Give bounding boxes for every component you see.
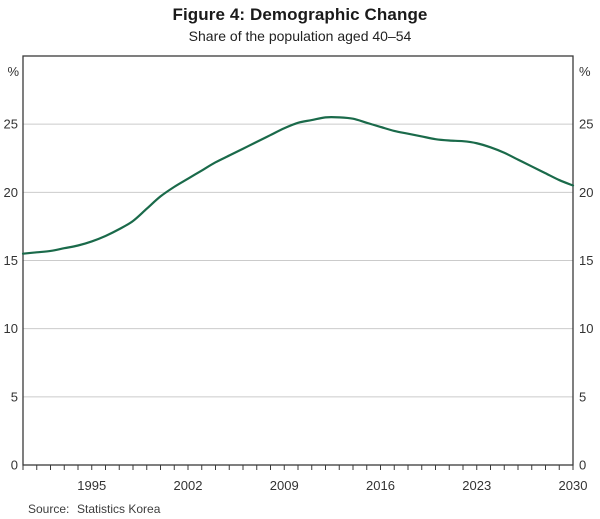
y-tick-label-right: 10 xyxy=(579,321,593,336)
x-tick-label: 2002 xyxy=(174,478,203,493)
source-label: Source: xyxy=(28,502,70,516)
source-value: Statistics Korea xyxy=(77,502,161,516)
y-tick-label-left: 15 xyxy=(4,253,18,268)
x-tick-label: 2009 xyxy=(270,478,299,493)
chart-subtitle: Share of the population aged 40–54 xyxy=(188,28,412,44)
percent-label-left: % xyxy=(7,64,19,79)
y-tick-label-right: 15 xyxy=(579,253,593,268)
x-tick-label: 1995 xyxy=(77,478,106,493)
y-tick-label-left: 5 xyxy=(11,389,18,404)
y-tick-label-right: 25 xyxy=(579,117,593,132)
x-tick-label: 2030 xyxy=(559,478,588,493)
y-tick-label-left: 0 xyxy=(11,458,18,473)
y-tick-label-right: 20 xyxy=(579,185,593,200)
y-tick-label-left: 20 xyxy=(4,185,18,200)
x-tick-label: 2023 xyxy=(462,478,491,493)
chart-title: Figure 4: Demographic Change xyxy=(172,5,428,24)
y-tick-label-right: 0 xyxy=(579,458,586,473)
percent-label-right: % xyxy=(579,64,591,79)
x-tick-label: 2016 xyxy=(366,478,395,493)
y-tick-label-right: 5 xyxy=(579,389,586,404)
y-tick-label-left: 10 xyxy=(4,321,18,336)
demographic-share-line xyxy=(21,115,575,255)
y-tick-label-left: 25 xyxy=(4,117,18,132)
